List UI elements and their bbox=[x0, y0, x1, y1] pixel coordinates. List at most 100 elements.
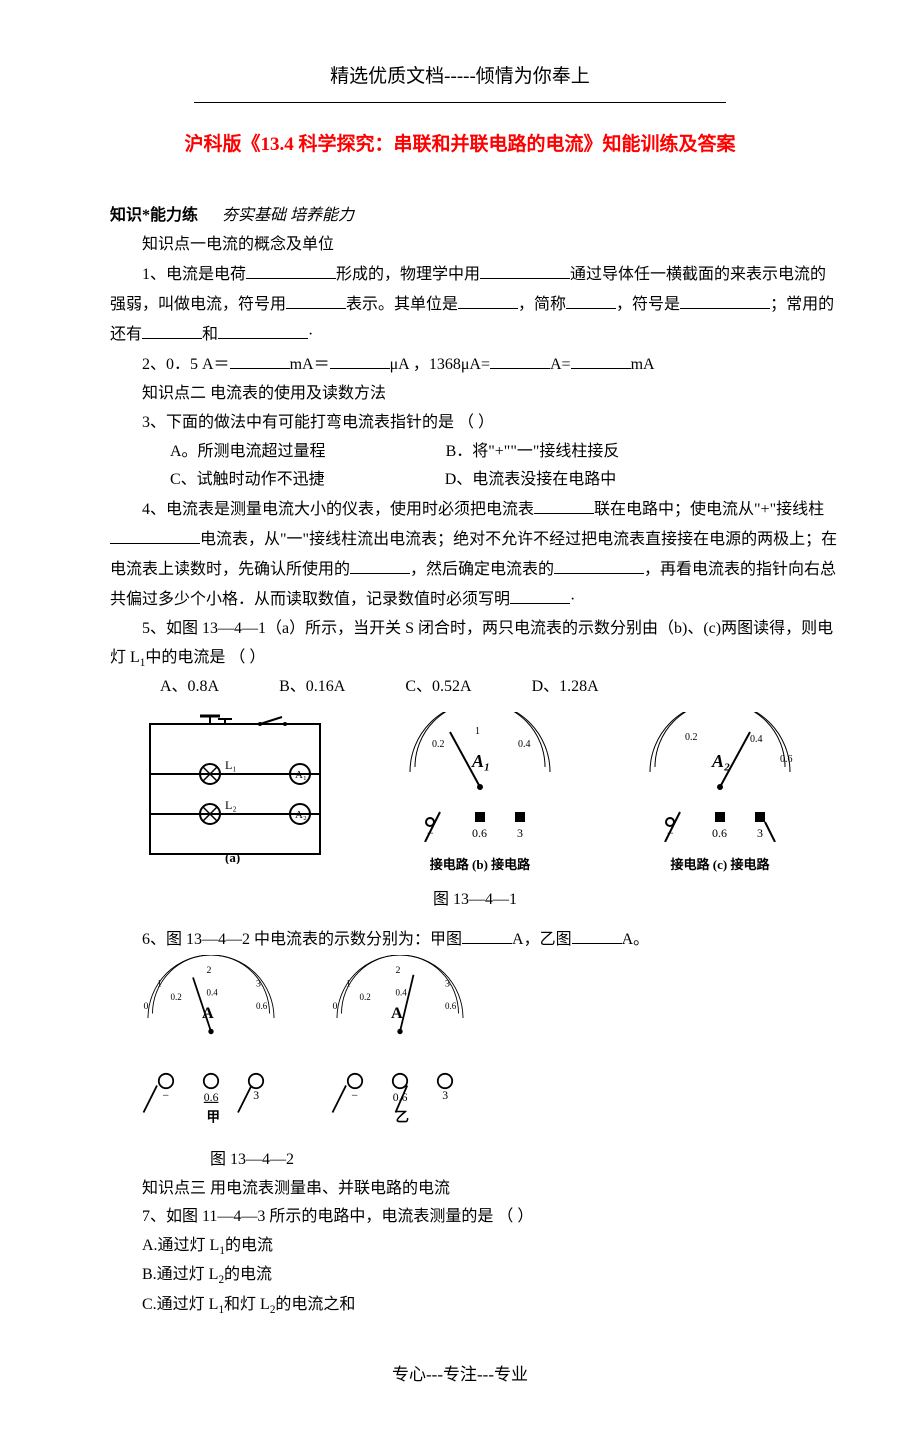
svg-text:A: A bbox=[202, 1004, 214, 1022]
option-b: B．将"+""一"接线柱接反 bbox=[446, 438, 620, 467]
question-5: 5、如图 13—4—1（a）所示，当开关 S 闭合时，两只电流表的示数分别由（b… bbox=[110, 615, 840, 673]
option-a: A。所测电流超过量程 bbox=[170, 438, 326, 467]
svg-text:1: 1 bbox=[157, 978, 162, 989]
q4-text: 联在电路中；使电流从"+"接线柱 bbox=[594, 501, 824, 518]
svg-text:0: 0 bbox=[333, 1001, 338, 1012]
ammeter-c: 0.2 0.4 0.6 A₂ − 0.6 3 接电路 (c) 接电路 bbox=[630, 712, 810, 876]
svg-text:甲: 甲 bbox=[207, 1109, 221, 1124]
svg-text:3: 3 bbox=[757, 826, 763, 840]
svg-text:1: 1 bbox=[475, 726, 480, 737]
svg-text:2: 2 bbox=[207, 965, 212, 976]
blank bbox=[566, 290, 616, 309]
q6-text: A，乙图 bbox=[512, 931, 572, 948]
svg-text:A: A bbox=[391, 1004, 403, 1022]
section-bold: 知识*能力练 bbox=[110, 207, 198, 224]
question-4: 4、电流表是测量电流大小的仪表，使用时必须把电流表 联在电路中；使电流从"+"接线… bbox=[110, 495, 840, 615]
option-c: C、0.52A bbox=[405, 673, 471, 702]
q6-text: 6、图 13—4—2 中电流表的示数分别为：甲图 bbox=[142, 931, 462, 948]
svg-text:0.6: 0.6 bbox=[204, 1091, 219, 1104]
option-d: D、电流表没接在电路中 bbox=[445, 466, 617, 495]
figure-13-4-2: 0 1 0.2 2 0.4 3 0.6 A − 0.6 3 甲 bbox=[130, 955, 840, 1146]
q2-text: mA＝ bbox=[290, 356, 330, 373]
fig-b-label: 接电路 (b) 接电路 bbox=[390, 853, 570, 876]
blank bbox=[572, 925, 622, 944]
header-underline bbox=[194, 102, 726, 103]
opt-text: 的电流之和 bbox=[275, 1296, 355, 1313]
opt-text: 的电流 bbox=[225, 1237, 273, 1254]
svg-text:0.4: 0.4 bbox=[518, 739, 531, 750]
svg-text:A₂: A₂ bbox=[295, 809, 307, 821]
q4-text: · bbox=[570, 591, 575, 608]
kp3-label: 知识点三 用电流表测量串、并联电路的电流 bbox=[110, 1175, 840, 1204]
q5-options: A、0.8A B、0.16A C、0.52A D、1.28A bbox=[160, 673, 840, 702]
svg-text:−: − bbox=[162, 1089, 169, 1102]
svg-text:1: 1 bbox=[346, 978, 351, 989]
q1-text: 形成的，物理学中用 bbox=[336, 266, 480, 283]
kp1-label: 知识点一电流的概念及单位 bbox=[110, 231, 840, 260]
q6-text: A。 bbox=[622, 931, 650, 948]
opt-text: C.通过灯 L bbox=[142, 1296, 218, 1313]
page-title: 沪科版《13.4 科学探究：串联和并联电路的电流》知能训练及答案 bbox=[80, 128, 840, 162]
blank bbox=[230, 350, 290, 369]
blank bbox=[142, 320, 202, 339]
q7-option-b: B.通过灯 L2的电流 bbox=[110, 1261, 840, 1290]
blank bbox=[571, 350, 631, 369]
svg-text:2: 2 bbox=[396, 965, 401, 976]
svg-text:0.4: 0.4 bbox=[396, 987, 408, 997]
q1-text: · bbox=[308, 326, 313, 343]
blank bbox=[480, 260, 570, 279]
figure-13-4-1: L₁ A₁ L₂ A₂ (a) bbox=[110, 712, 840, 876]
q1-text: 1、电流是电荷 bbox=[142, 266, 246, 283]
svg-text:A₁: A₁ bbox=[295, 769, 307, 781]
section-header: 知识*能力练 夯实基础 培养能力 bbox=[110, 202, 840, 231]
q4-text: 4、电流表是测量电流大小的仪表，使用时必须把电流表 bbox=[142, 501, 534, 518]
svg-text:0.6: 0.6 bbox=[472, 826, 487, 840]
figure-1-caption: 图 13—4—1 bbox=[110, 886, 840, 915]
circuit-diagram-a: L₁ A₁ L₂ A₂ (a) bbox=[140, 714, 330, 875]
svg-text:3: 3 bbox=[442, 1089, 448, 1102]
q1-text: ，简称 bbox=[518, 296, 566, 313]
footer-text: 专心---专注---专业 bbox=[80, 1360, 840, 1391]
section-italic: 夯实基础 培养能力 bbox=[222, 207, 354, 224]
q2-text: 2、0．5 A＝ bbox=[142, 356, 230, 373]
option-c: C、试触时动作不迅捷 bbox=[170, 466, 325, 495]
svg-text:0.4: 0.4 bbox=[207, 987, 219, 997]
svg-text:3: 3 bbox=[517, 826, 523, 840]
blank bbox=[218, 320, 308, 339]
blank bbox=[286, 290, 346, 309]
question-2: 2、0．5 A＝mA＝μA ，1368μA=A=mA bbox=[110, 350, 840, 380]
svg-text:0.2: 0.2 bbox=[171, 992, 182, 1002]
option-d: D、1.28A bbox=[532, 673, 599, 702]
svg-text:0.4: 0.4 bbox=[750, 734, 763, 745]
q1-text: 表示。其单位是 bbox=[346, 296, 458, 313]
svg-text:0.6: 0.6 bbox=[712, 826, 727, 840]
svg-text:0.2: 0.2 bbox=[685, 732, 698, 743]
svg-text:(a): (a) bbox=[225, 850, 240, 864]
blank bbox=[510, 585, 570, 604]
q2-text: A= bbox=[550, 356, 571, 373]
svg-text:0.2: 0.2 bbox=[432, 739, 445, 750]
q1-text: 和 bbox=[202, 326, 218, 343]
svg-text:A₁: A₁ bbox=[471, 751, 490, 771]
svg-text:L₂: L₂ bbox=[225, 798, 237, 812]
q3-options: A。所测电流超过量程 B．将"+""一"接线柱接反 C、试触时动作不迅捷 D、电… bbox=[170, 438, 840, 496]
blank bbox=[246, 260, 336, 279]
blank bbox=[680, 290, 770, 309]
svg-text:0.2: 0.2 bbox=[360, 992, 371, 1002]
opt-text: 的电流 bbox=[224, 1266, 272, 1283]
opt-text: 和灯 L bbox=[224, 1296, 270, 1313]
blank bbox=[330, 350, 390, 369]
q7-option-c: C.通过灯 L1和灯 L2的电流之和 bbox=[110, 1291, 840, 1320]
question-3: 3、下面的做法中有可能打弯电流表指针的是 （ ） bbox=[110, 409, 840, 438]
circuit-l1-label: L₁ bbox=[225, 758, 237, 772]
kp2-label: 知识点二 电流表的使用及读数方法 bbox=[110, 380, 840, 409]
ammeter-b: 0.2 1 0.4 A₁ − 0.6 3 接电路 (b) 接电路 bbox=[390, 712, 570, 876]
svg-text:0.6: 0.6 bbox=[256, 1001, 268, 1011]
svg-text:3: 3 bbox=[256, 978, 261, 989]
q4-text: ，然后确定电流表的 bbox=[410, 561, 554, 578]
blank bbox=[462, 925, 512, 944]
blank bbox=[110, 525, 200, 544]
q2-text: mA bbox=[631, 356, 655, 373]
blank bbox=[350, 555, 410, 574]
opt-text: B.通过灯 L bbox=[142, 1266, 218, 1283]
